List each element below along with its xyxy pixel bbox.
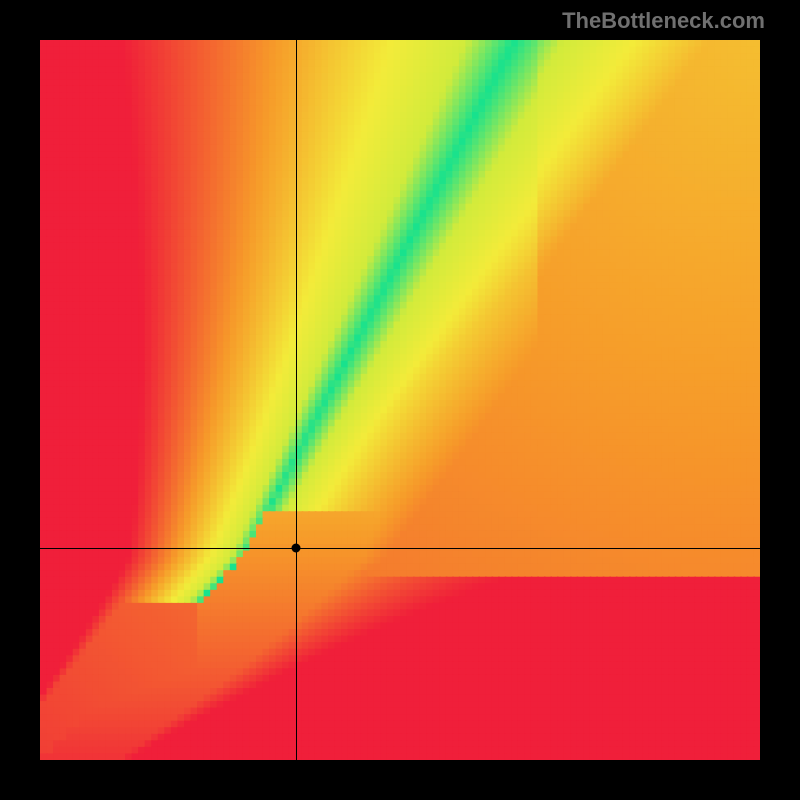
- watermark-text: TheBottleneck.com: [562, 8, 765, 34]
- crosshair-vertical: [296, 40, 297, 760]
- crosshair-marker-dot: [291, 543, 300, 552]
- crosshair-horizontal: [40, 548, 760, 549]
- heatmap-canvas: [40, 40, 760, 760]
- heatmap-plot: [40, 40, 760, 760]
